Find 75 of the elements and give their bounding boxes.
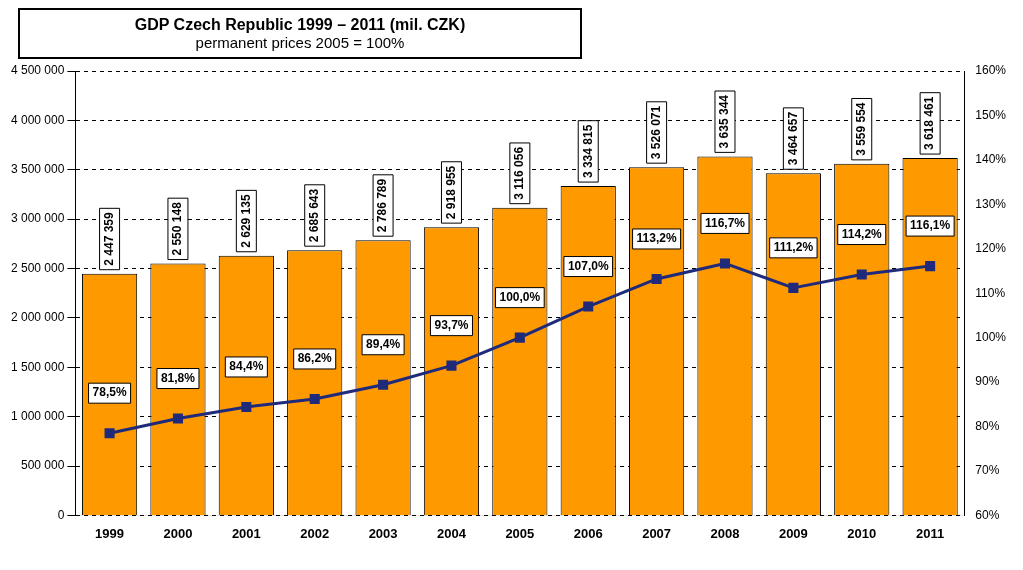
y-tick-label: 1 000 000 bbox=[10, 408, 65, 423]
point bbox=[378, 379, 389, 390]
y2-tick-label: 150% bbox=[975, 107, 1007, 122]
data-label: 2 786 789 bbox=[375, 178, 390, 233]
data-label: 113,2% bbox=[636, 231, 677, 246]
point bbox=[856, 269, 867, 280]
x-tick-label: 2011 bbox=[916, 525, 945, 541]
data-label: 3 334 815 bbox=[580, 124, 595, 179]
y-tick-label: 3 500 000 bbox=[10, 162, 65, 177]
y2-tick-label: 130% bbox=[975, 196, 1007, 211]
x-tick-label: 2000 bbox=[163, 525, 193, 541]
x-tick-label: 2002 bbox=[300, 525, 330, 541]
data-label: 100,0% bbox=[499, 289, 541, 304]
x-tick-label: 2003 bbox=[368, 525, 398, 541]
x-tick-label: 2007 bbox=[642, 525, 672, 541]
point bbox=[925, 261, 936, 272]
y-tick-label: 2 500 000 bbox=[10, 260, 65, 275]
point bbox=[104, 428, 115, 439]
x-tick-label: 2006 bbox=[573, 525, 603, 541]
point bbox=[583, 301, 594, 312]
x-tick-label: 2004 bbox=[437, 525, 467, 541]
y-tick-label: 500 000 bbox=[20, 458, 65, 473]
data-label: 2 685 643 bbox=[307, 188, 322, 243]
data-label: 116,7% bbox=[704, 215, 746, 230]
y2-tick-label: 90% bbox=[975, 374, 1000, 389]
chart-title: GDP Czech Republic 1999 – 2011 (mil. CZK) bbox=[133, 16, 467, 34]
y-tick-label: 2 000 000 bbox=[10, 310, 65, 325]
data-label: 86,2% bbox=[297, 351, 333, 366]
data-label: 84,4% bbox=[229, 359, 264, 374]
y2-tick-label: 140% bbox=[975, 152, 1007, 167]
point bbox=[651, 273, 662, 285]
y2-tick-label: 160% bbox=[975, 63, 1007, 78]
y-tick-label: 0 bbox=[57, 507, 65, 522]
y-tick-label: 4 000 000 bbox=[10, 112, 65, 127]
data-label: 2 550 148 bbox=[170, 201, 185, 256]
y2-tick-label: 120% bbox=[975, 241, 1007, 256]
data-label: 2 918 955 bbox=[443, 165, 458, 220]
y-tick-label: 3 000 000 bbox=[10, 211, 65, 226]
x-tick-label: 2001 bbox=[231, 525, 261, 541]
data-label: 116,1% bbox=[910, 218, 951, 233]
data-label: 89,4% bbox=[366, 337, 401, 352]
data-label: 3 116 056 bbox=[512, 146, 527, 200]
data-label: 78,5% bbox=[92, 385, 127, 400]
data-label: 114,2% bbox=[841, 226, 883, 241]
y2-tick-label: 60% bbox=[975, 507, 1000, 522]
y2-tick-label: 100% bbox=[975, 329, 1007, 344]
y-tick-label: 4 500 000 bbox=[10, 63, 65, 78]
data-label: 3 635 344 bbox=[717, 94, 732, 149]
data-label: 3 526 071 bbox=[648, 105, 663, 160]
y2-tick-label: 80% bbox=[975, 418, 1000, 433]
data-label: 3 618 461 bbox=[922, 96, 937, 151]
point bbox=[788, 282, 799, 293]
y2-tick-label: 110% bbox=[975, 285, 1006, 300]
x-tick-label: 2010 bbox=[847, 525, 877, 541]
point bbox=[446, 360, 457, 371]
data-label: 2 629 135 bbox=[238, 194, 253, 248]
x-tick-label: 2009 bbox=[778, 525, 808, 541]
data-label: 2 447 359 bbox=[101, 212, 116, 266]
data-label: 3 464 657 bbox=[785, 111, 800, 166]
x-tick-label: 2008 bbox=[710, 525, 740, 541]
data-label: 111,2% bbox=[773, 240, 814, 255]
data-label: 81,8% bbox=[160, 370, 196, 385]
point bbox=[309, 393, 320, 404]
point bbox=[514, 332, 525, 343]
point bbox=[241, 401, 252, 412]
data-label: 3 559 554 bbox=[854, 102, 869, 156]
data-label: 107,0% bbox=[567, 258, 609, 273]
chart-subtitle: permanent prices 2005 = 100% bbox=[194, 34, 406, 51]
point bbox=[719, 258, 731, 269]
point bbox=[172, 413, 183, 424]
x-tick-label: 2005 bbox=[505, 525, 535, 541]
data-label: 93,7% bbox=[434, 317, 469, 332]
y2-tick-label: 70% bbox=[975, 463, 1000, 478]
y-tick-label: 1 500 000 bbox=[10, 359, 65, 374]
x-tick-label: 1999 bbox=[95, 525, 125, 541]
